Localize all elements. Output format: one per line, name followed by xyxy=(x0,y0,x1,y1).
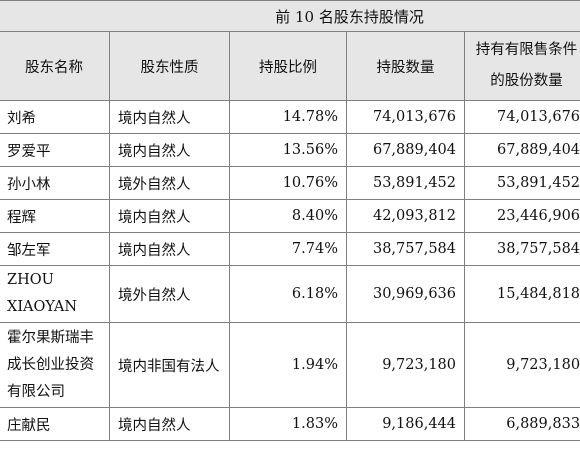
cell-name: 霍尔果斯瑞丰成长创业投资有限公司 xyxy=(0,322,110,408)
cell-restricted: 74,013,676 xyxy=(463,100,580,134)
cell-restricted: 38,757,584 xyxy=(463,232,580,266)
cell-ratio: 1.94% xyxy=(229,322,347,408)
cell-shares: 30,969,636 xyxy=(346,265,465,323)
cell-name: 邹左军 xyxy=(0,232,110,266)
cell-shares: 53,891,452 xyxy=(346,166,465,200)
cell-ratio: 6.18% xyxy=(229,265,347,323)
shareholders-table: 前 10 名股东持股情况 股东名称 股东性质 持股比例 持股数量 持有有限售条件… xyxy=(0,0,580,441)
table-header-row: 股东名称 股东性质 持股比例 持股数量 持有有限售条件的股份数量 xyxy=(0,31,580,101)
cell-name: 庄献民 xyxy=(0,407,110,441)
cell-ratio: 7.74% xyxy=(229,232,347,266)
cell-ratio: 13.56% xyxy=(229,133,347,167)
table-row: ZHOU XIAOYAN 境外自然人 6.18% 30,969,636 15,4… xyxy=(0,265,580,323)
cell-ratio: 8.40% xyxy=(229,199,347,233)
table-row: 程辉 境内自然人 8.40% 42,093,812 23,446,906 xyxy=(0,199,580,233)
cell-name: 刘希 xyxy=(0,100,110,134)
cell-nature: 境内非国有法人 xyxy=(109,322,230,408)
table-row: 霍尔果斯瑞丰成长创业投资有限公司 境内非国有法人 1.94% 9,723,180… xyxy=(0,322,580,408)
cell-ratio: 1.83% xyxy=(229,407,347,441)
cell-nature: 境外自然人 xyxy=(109,166,230,200)
cell-restricted: 67,889,404 xyxy=(463,133,580,167)
cell-shares: 38,757,584 xyxy=(346,232,465,266)
cell-restricted: 15,484,818 xyxy=(463,265,580,323)
cell-shares: 9,723,180 xyxy=(346,322,465,408)
table-row: 庄献民 境内自然人 1.83% 9,186,444 6,889,833 xyxy=(0,407,580,441)
table-title-row: 前 10 名股东持股情况 xyxy=(0,0,580,32)
header-nature: 股东性质 xyxy=(109,31,230,101)
cell-restricted: 6,889,833 xyxy=(463,407,580,441)
table-row: 罗爱平 境内自然人 13.56% 67,889,404 67,889,404 xyxy=(0,133,580,167)
table-row: 孙小林 境外自然人 10.76% 53,891,452 53,891,452 xyxy=(0,166,580,200)
cell-nature: 境外自然人 xyxy=(109,265,230,323)
cell-name: 程辉 xyxy=(0,199,110,233)
header-ratio: 持股比例 xyxy=(229,31,347,101)
table-row: 邹左军 境内自然人 7.74% 38,757,584 38,757,584 xyxy=(0,232,580,266)
cell-nature: 境内自然人 xyxy=(109,100,230,134)
header-restricted: 持有有限售条件的股份数量 xyxy=(463,31,580,101)
cell-shares: 74,013,676 xyxy=(346,100,465,134)
cell-name: ZHOU XIAOYAN xyxy=(0,265,110,323)
cell-shares: 67,889,404 xyxy=(346,133,465,167)
cell-name: 孙小林 xyxy=(0,166,110,200)
cell-nature: 境内自然人 xyxy=(109,133,230,167)
cell-restricted: 23,446,906 xyxy=(463,199,580,233)
cell-ratio: 10.76% xyxy=(229,166,347,200)
cell-ratio: 14.78% xyxy=(229,100,347,134)
cell-name: 罗爱平 xyxy=(0,133,110,167)
header-name: 股东名称 xyxy=(0,31,110,101)
cell-nature: 境内自然人 xyxy=(109,199,230,233)
table-title: 前 10 名股东持股情况 xyxy=(0,0,580,32)
table-row: 刘希 境内自然人 14.78% 74,013,676 74,013,676 xyxy=(0,100,580,134)
cell-restricted: 53,891,452 xyxy=(463,166,580,200)
cell-shares: 42,093,812 xyxy=(346,199,465,233)
cell-nature: 境内自然人 xyxy=(109,232,230,266)
cell-shares: 9,186,444 xyxy=(346,407,465,441)
cell-nature: 境内自然人 xyxy=(109,407,230,441)
cell-restricted: 9,723,180 xyxy=(463,322,580,408)
header-shares: 持股数量 xyxy=(346,31,465,101)
